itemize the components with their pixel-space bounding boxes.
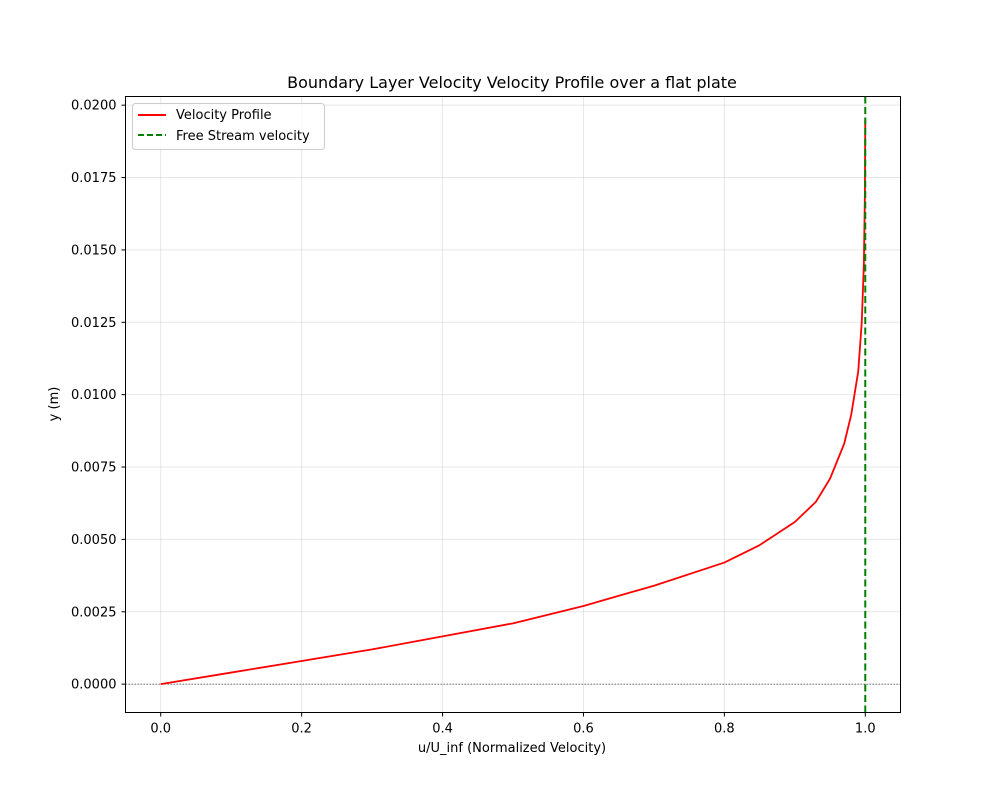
y-tick-label: 0.0175 <box>71 171 117 186</box>
y-tick-label: 0.0000 <box>71 678 117 693</box>
legend-label-free-stream: Free Stream velocity <box>176 129 310 144</box>
y-tick-label: 0.0125 <box>71 316 117 331</box>
y-tick-label: 0.0200 <box>71 99 117 114</box>
x-tick-label: 1.0 <box>855 722 876 737</box>
y-axis-ticks: 0.0000 0.0025 0.0050 0.0075 0.0100 0.0125 0.01… <box>71 99 126 693</box>
x-axis-title: u/U_inf (Normalized Velocity) <box>418 741 606 756</box>
velocity-profile-line <box>160 119 867 686</box>
y-axis-title: y (m) <box>47 387 62 422</box>
y-tick-label: 0.0025 <box>71 605 117 620</box>
series-layer <box>160 96 867 713</box>
x-tick-label: 0.0 <box>150 722 171 737</box>
x-tick-label: 0.4 <box>432 722 453 737</box>
x-tick-label: 0.2 <box>291 722 312 737</box>
x-tick-label: 0.6 <box>573 722 594 737</box>
x-tick-label: 0.8 <box>714 722 735 737</box>
y-tick-label: 0.0050 <box>71 533 117 548</box>
legend-label-velocity-profile: Velocity Profile <box>176 108 272 123</box>
chart-title: Boundary Layer Velocity Velocity Profile… <box>287 73 737 92</box>
plot-frame <box>125 96 901 713</box>
x-axis-ticks: 0.0 0.2 0.4 0.6 0.8 1.0 <box>150 712 876 737</box>
legend-box <box>132 103 325 150</box>
legend: Velocity Profile Free Stream velocity <box>132 103 325 150</box>
grid-lines <box>125 96 901 713</box>
y-tick-label: 0.0150 <box>71 243 117 258</box>
y-tick-label: 0.0100 <box>71 388 117 403</box>
y-tick-label: 0.0075 <box>71 461 117 476</box>
